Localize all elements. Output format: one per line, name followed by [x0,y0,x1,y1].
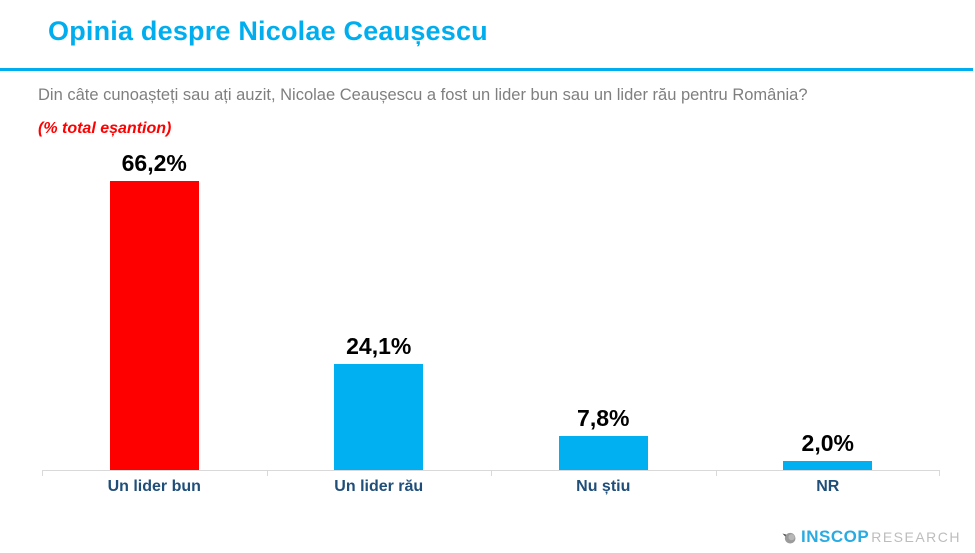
category-label: Nu știu [576,478,631,495]
axis-tick [491,471,492,476]
bar [783,461,873,470]
bar-group: 24,1% [267,150,492,470]
sample-note: (% total eșantion) [38,120,172,137]
value-label: 2,0% [801,430,854,456]
logo-text-research: RESEARCH [871,529,961,545]
category-label: Un lider rău [334,478,424,495]
axis-tick [266,471,268,476]
bar [558,436,648,470]
inscop-logo: INSCOP RESEARCH [781,527,961,547]
inscop-drop-icon [781,529,797,545]
category-label: NR [816,478,840,495]
axis-tick [715,471,717,476]
bar-group: 66,2% [42,150,267,470]
value-label: 7,8% [577,405,630,431]
axis-tick [42,471,43,476]
bar [334,364,424,470]
axis-tick [939,471,940,476]
logo-text-inscop: INSCOP [801,527,870,546]
bar-group: 2,0% [716,150,941,470]
bar [109,181,199,470]
value-label: 24,1% [346,333,412,359]
bar-group: 7,8% [491,150,716,470]
bars-row: 66,2% 24,1% 7,8% 2,0% [42,150,940,470]
category-label: Un lider bun [107,478,201,495]
value-label: 66,2% [121,150,187,176]
x-axis-line [42,470,940,471]
bar-chart: 66,2% 24,1% 7,8% 2,0% [42,150,940,476]
title-divider [0,68,973,71]
category-axis: Un lider bun Un lider rău Nu știu NR [42,478,940,496]
page-title: Opinia despre Nicolae Ceaușescu [48,16,488,46]
survey-question: Din câte cunoașteți sau ați auzit, Nicol… [38,86,808,104]
